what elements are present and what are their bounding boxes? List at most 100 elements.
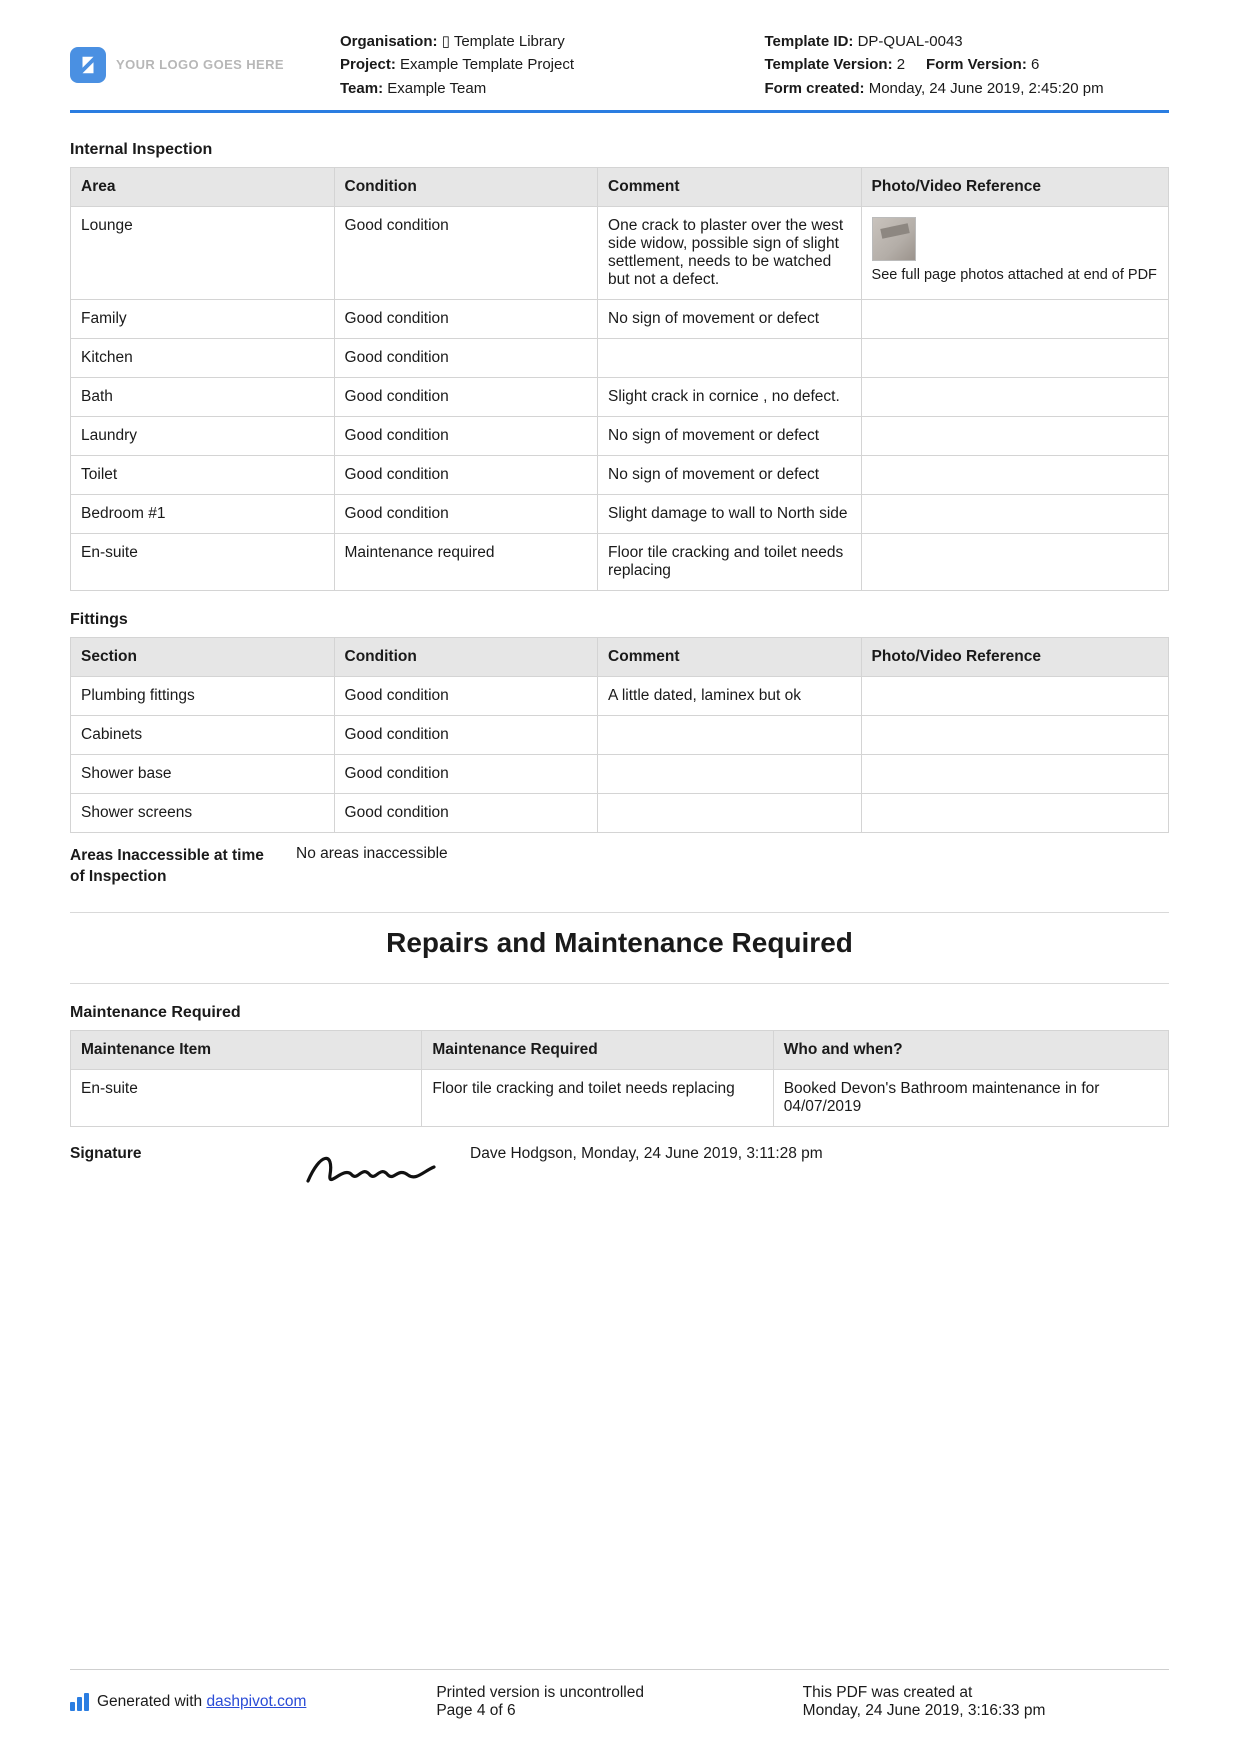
cell-photo: [861, 494, 1168, 533]
table-row: LaundryGood conditionNo sign of movement…: [71, 416, 1169, 455]
cell-condition: Good condition: [334, 206, 598, 299]
col-maint-who: Who and when?: [773, 1031, 1168, 1070]
cell-comment: Slight crack in cornice , no defect.: [598, 377, 862, 416]
table-row: Bedroom #1Good conditionSlight damage to…: [71, 494, 1169, 533]
logo-placeholder-text: YOUR LOGO GOES HERE: [116, 57, 284, 72]
template-id-label: Template ID:: [765, 33, 854, 50]
cell-photo: [861, 533, 1168, 590]
cell-maint-req: Floor tile cracking and toilet needs rep…: [422, 1070, 773, 1127]
project-label: Project:: [340, 56, 396, 73]
col-photo: Photo/Video Reference: [861, 637, 1168, 676]
page-header: YOUR LOGO GOES HERE Organisation: ▯ Temp…: [70, 30, 1169, 113]
photo-thumbnail: [872, 217, 916, 261]
cell-comment: [598, 754, 862, 793]
cell-photo: [861, 299, 1168, 338]
cell-photo: [861, 754, 1168, 793]
cell-photo: [861, 377, 1168, 416]
cell-condition: Good condition: [334, 715, 598, 754]
cell-condition: Maintenance required: [334, 533, 598, 590]
template-id-value: DP-QUAL-0043: [858, 33, 963, 50]
col-maint-req: Maintenance Required: [422, 1031, 773, 1070]
col-photo: Photo/Video Reference: [861, 167, 1168, 206]
cell-photo: [861, 676, 1168, 715]
header-right: Template ID: DP-QUAL-0043 Template Versi…: [765, 30, 1170, 100]
dashpivot-link[interactable]: dashpivot.com: [206, 1693, 306, 1710]
cell-area: Bedroom #1: [71, 494, 335, 533]
internal-inspection-title: Internal Inspection: [70, 141, 1169, 159]
cell-condition: Good condition: [334, 299, 598, 338]
cell-photo: [861, 793, 1168, 832]
maintenance-title: Maintenance Required: [70, 1004, 1169, 1022]
col-condition: Condition: [334, 637, 598, 676]
cell-maint-who: Booked Devon's Bathroom maintenance in f…: [773, 1070, 1168, 1127]
dashpivot-icon: [70, 1693, 89, 1711]
cell-condition: Good condition: [334, 416, 598, 455]
repairs-heading: Repairs and Maintenance Required: [70, 927, 1169, 959]
table-row: FamilyGood conditionNo sign of movement …: [71, 299, 1169, 338]
logo-block: YOUR LOGO GOES HERE: [70, 30, 320, 100]
col-area: Area: [71, 167, 335, 206]
cell-area: Lounge: [71, 206, 335, 299]
cell-comment: No sign of movement or defect: [598, 416, 862, 455]
cell-condition: Good condition: [334, 754, 598, 793]
cell-comment: One crack to plaster over the west side …: [598, 206, 862, 299]
cell-section: Shower screens: [71, 793, 335, 832]
cell-area: En-suite: [71, 533, 335, 590]
inaccessible-value: No areas inaccessible: [296, 845, 1169, 888]
cell-comment: [598, 793, 862, 832]
inaccessible-row: Areas Inaccessible at time of Inspection…: [70, 845, 1169, 888]
cell-section: Plumbing fittings: [71, 676, 335, 715]
signature-row: Signature Dave Hodgson, Monday, 24 June …: [70, 1145, 1169, 1195]
cell-area: Family: [71, 299, 335, 338]
cell-comment: No sign of movement or defect: [598, 455, 862, 494]
cell-condition: Good condition: [334, 455, 598, 494]
cell-area: Kitchen: [71, 338, 335, 377]
fittings-title: Fittings: [70, 611, 1169, 629]
signature-meta: Dave Hodgson, Monday, 24 June 2019, 3:11…: [470, 1145, 823, 1163]
divider: [70, 912, 1169, 913]
logo-icon: [70, 47, 106, 83]
cell-condition: Good condition: [334, 676, 598, 715]
cell-section: Shower base: [71, 754, 335, 793]
org-label: Organisation:: [340, 33, 438, 50]
form-created-value: Monday, 24 June 2019, 2:45:20 pm: [869, 80, 1104, 97]
cell-comment: A little dated, laminex but ok: [598, 676, 862, 715]
col-condition: Condition: [334, 167, 598, 206]
maintenance-table: Maintenance Item Maintenance Required Wh…: [70, 1030, 1169, 1127]
cell-condition: Good condition: [334, 793, 598, 832]
divider: [70, 983, 1169, 984]
col-maint-item: Maintenance Item: [71, 1031, 422, 1070]
form-version-value: 6: [1031, 56, 1039, 73]
fittings-table: Section Condition Comment Photo/Video Re…: [70, 637, 1169, 833]
page-number: Page 4 of 6: [436, 1702, 802, 1720]
form-created-label: Form created:: [765, 80, 865, 97]
project-value: Example Template Project: [400, 56, 574, 73]
cell-comment: Slight damage to wall to North side: [598, 494, 862, 533]
signature-image: [300, 1145, 440, 1195]
cell-photo: [861, 416, 1168, 455]
cell-photo: [861, 455, 1168, 494]
cell-condition: Good condition: [334, 338, 598, 377]
table-row: En-suiteMaintenance requiredFloor tile c…: [71, 533, 1169, 590]
internal-inspection-table: Area Condition Comment Photo/Video Refer…: [70, 167, 1169, 591]
cell-area: Toilet: [71, 455, 335, 494]
cell-condition: Good condition: [334, 494, 598, 533]
cell-section: Cabinets: [71, 715, 335, 754]
table-row: CabinetsGood condition: [71, 715, 1169, 754]
team-value: Example Team: [387, 80, 486, 97]
org-value: ▯ Template Library: [442, 33, 565, 50]
table-row: KitchenGood condition: [71, 338, 1169, 377]
col-comment: Comment: [598, 167, 862, 206]
table-row: ToiletGood conditionNo sign of movement …: [71, 455, 1169, 494]
table-row: Shower baseGood condition: [71, 754, 1169, 793]
signature-label: Signature: [70, 1145, 280, 1163]
table-row: En-suiteFloor tile cracking and toilet n…: [71, 1070, 1169, 1127]
header-center: Organisation: ▯ Template Library Project…: [340, 30, 745, 100]
team-label: Team:: [340, 80, 383, 97]
cell-condition: Good condition: [334, 377, 598, 416]
pdf-created-value: Monday, 24 June 2019, 3:16:33 pm: [803, 1702, 1169, 1720]
pdf-created-label: This PDF was created at: [803, 1684, 1169, 1702]
table-row: BathGood conditionSlight crack in cornic…: [71, 377, 1169, 416]
cell-photo: [861, 338, 1168, 377]
cell-comment: [598, 338, 862, 377]
